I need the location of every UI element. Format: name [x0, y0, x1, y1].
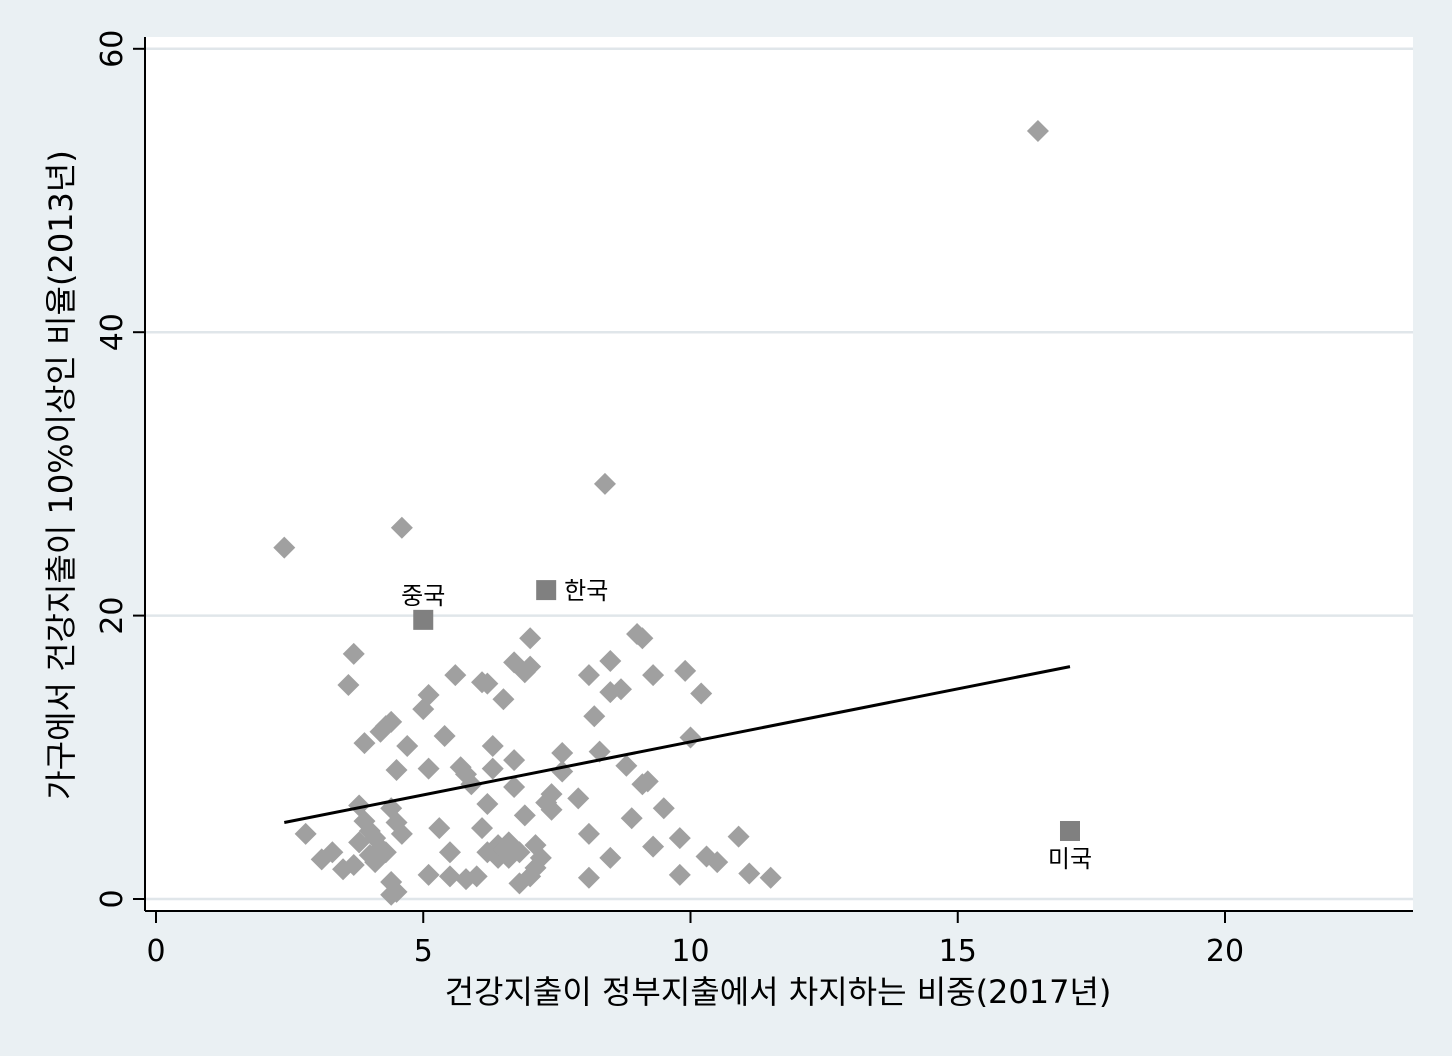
- data-point: [465, 865, 488, 888]
- data-point: [567, 787, 590, 810]
- data-point: [706, 851, 729, 874]
- plot-area: [145, 37, 1413, 911]
- data-point: [674, 659, 697, 682]
- data-point: [577, 866, 600, 889]
- highlight-point: [413, 609, 434, 630]
- data-point: [294, 822, 317, 845]
- data-point: [481, 757, 504, 780]
- point-label: 중국: [401, 582, 445, 610]
- data-point: [476, 672, 499, 695]
- data-point: [759, 866, 782, 889]
- data-point: [385, 759, 408, 782]
- data-point: [593, 472, 616, 495]
- data-point: [385, 880, 408, 903]
- point-label: 한국: [564, 577, 608, 605]
- y-tick-label: 60: [95, 30, 130, 68]
- highlight-point: [1059, 820, 1080, 841]
- x-axis-title: 건강지출이 정부지출에서 차지하는 비중(2017년): [445, 973, 1112, 1011]
- x-tick-label: 0: [146, 934, 165, 969]
- data-point: [396, 734, 419, 757]
- x-tick-label: 20: [1206, 934, 1244, 969]
- y-tick-label: 0: [95, 889, 130, 908]
- data-point: [342, 853, 365, 876]
- y-tick-label: 20: [95, 597, 130, 635]
- data-point: [620, 807, 643, 830]
- data-point: [497, 846, 520, 869]
- data-point: [551, 742, 574, 765]
- data-point: [1026, 119, 1049, 142]
- data-point: [642, 835, 665, 858]
- y-tick-label: 40: [95, 313, 130, 351]
- data-point: [428, 817, 451, 840]
- data-point: [380, 710, 403, 733]
- data-point: [433, 725, 456, 748]
- data-point: [583, 705, 606, 728]
- data-point: [476, 793, 499, 816]
- data-point: [652, 797, 675, 820]
- data-point: [529, 846, 552, 869]
- data-point: [492, 688, 515, 711]
- data-point: [631, 627, 654, 650]
- data-point: [390, 822, 413, 845]
- data-point: [540, 783, 563, 806]
- axes: [133, 37, 1413, 923]
- data-point: [508, 841, 531, 864]
- fit-line: [283, 665, 1071, 824]
- data-point: [444, 664, 467, 687]
- x-tick-label: 5: [414, 934, 433, 969]
- data-point: [668, 827, 691, 850]
- data-point: [690, 682, 713, 705]
- data-point: [417, 757, 440, 780]
- data-points: [273, 119, 1049, 906]
- data-point: [337, 674, 360, 697]
- data-point: [353, 732, 376, 755]
- highlight-point: [536, 580, 557, 601]
- x-tick-label: 10: [671, 934, 709, 969]
- data-point: [577, 664, 600, 687]
- data-point: [738, 862, 761, 885]
- data-point: [636, 770, 659, 793]
- data-point: [438, 841, 461, 864]
- data-point: [599, 846, 622, 869]
- data-point: [588, 740, 611, 763]
- data-point: [342, 642, 365, 665]
- point-label: 미국: [1048, 845, 1092, 873]
- tick-labels: 0 20 40 60 0 5 10 15 20: [95, 30, 1244, 969]
- x-tick-label: 15: [939, 934, 977, 969]
- data-point: [417, 863, 440, 886]
- gridlines: [145, 47, 1413, 901]
- data-point: [540, 798, 563, 821]
- data-point: [642, 664, 665, 687]
- data-point: [599, 649, 622, 672]
- data-point: [321, 841, 344, 864]
- data-point: [417, 683, 440, 706]
- data-point: [438, 865, 461, 888]
- data-point: [727, 825, 750, 848]
- data-point: [513, 804, 536, 827]
- data-point: [497, 831, 520, 854]
- data-point: [273, 536, 296, 559]
- data-point: [610, 678, 633, 701]
- y-axis-title: 가구에서 건강지출이 10%이상인 비율(2013년): [42, 150, 80, 800]
- data-point: [668, 863, 691, 886]
- data-point: [615, 754, 638, 777]
- data-point: [390, 516, 413, 539]
- fit-line-group: [283, 665, 1071, 824]
- data-point: [374, 841, 397, 864]
- data-point: [481, 734, 504, 757]
- data-point: [519, 627, 542, 650]
- data-point: [577, 822, 600, 845]
- data-point: [348, 831, 371, 854]
- data-point: [471, 817, 494, 840]
- data-point: [519, 655, 542, 678]
- data-point: [503, 749, 526, 772]
- data-point: [503, 776, 526, 799]
